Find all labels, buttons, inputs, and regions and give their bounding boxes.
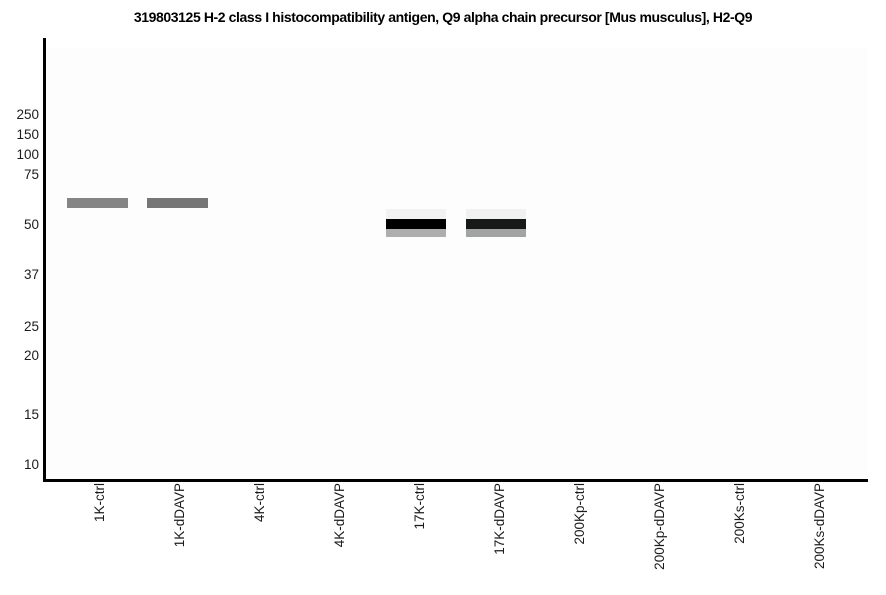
- lane-label: 200Ks-dDAVP: [812, 483, 827, 570]
- lane-label: 200Kp-ctrl: [572, 483, 587, 545]
- y-tick-label: 100: [16, 147, 39, 162]
- band-intensity-strip: [147, 198, 208, 208]
- band-intensity-strip: [386, 219, 446, 229]
- y-tick-label: 25: [23, 319, 39, 334]
- y-axis-line: [43, 38, 46, 482]
- x-axis-line: [43, 479, 868, 482]
- y-tick-label: 15: [23, 407, 39, 422]
- lane-label: 1K-ctrl: [92, 483, 107, 523]
- y-tick-label: 20: [23, 348, 39, 363]
- gel-band-1K-ctrl: [67, 198, 128, 208]
- y-tick-label: 10: [23, 457, 39, 472]
- lane-label: 17K-ctrl: [412, 483, 427, 530]
- gel-band-1K-dDAVP: [147, 198, 208, 208]
- y-tick-label: 150: [16, 127, 39, 142]
- y-tick-label: 250: [16, 107, 39, 122]
- lane-label: 200Kp-dDAVP: [652, 483, 667, 570]
- band-intensity-strip: [386, 209, 446, 219]
- band-intensity-strip: [386, 229, 446, 237]
- plot-area: [46, 48, 867, 479]
- y-tick-label: 75: [23, 167, 39, 182]
- y-tick-label: 50: [23, 217, 39, 232]
- lane-label: 1K-dDAVP: [172, 483, 187, 548]
- y-tick-label: 37: [23, 267, 39, 282]
- band-intensity-strip: [466, 209, 526, 219]
- band-intensity-strip: [466, 229, 526, 237]
- lane-label: 4K-ctrl: [252, 483, 267, 523]
- gel-band-17K-ctrl: [386, 209, 446, 237]
- figure-title: 319803125 H-2 class I histocompatibility…: [133, 9, 753, 25]
- band-intensity-strip: [67, 198, 128, 208]
- gel-band-17K-dDAVP: [466, 209, 526, 237]
- lane-label: 200Ks-ctrl: [732, 483, 747, 544]
- band-intensity-strip: [466, 219, 526, 229]
- lane-label: 4K-dDAVP: [332, 483, 347, 548]
- lane-label: 17K-dDAVP: [492, 483, 507, 555]
